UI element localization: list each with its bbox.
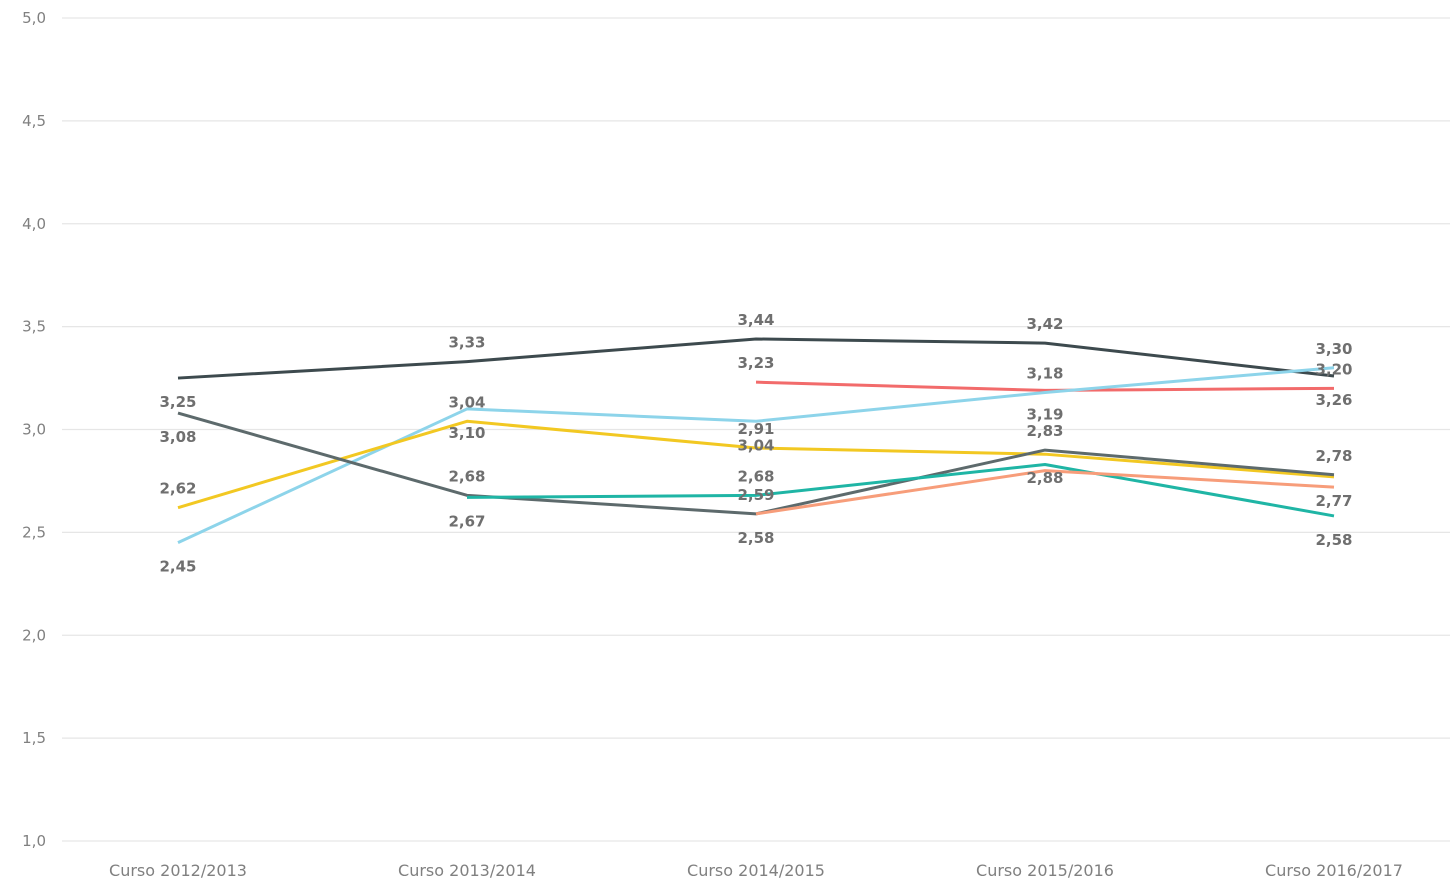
data-label: 2,78 <box>1315 447 1352 465</box>
x-tick-label: Curso 2014/2015 <box>687 861 825 880</box>
data-label: 2,83 <box>1026 422 1063 440</box>
y-tick-label: 1,0 <box>22 832 46 850</box>
y-tick-label: 4,0 <box>22 215 46 233</box>
data-label: 3,20 <box>1315 360 1352 378</box>
x-tick-label: Curso 2015/2016 <box>976 861 1114 880</box>
data-label: 3,04 <box>737 436 774 454</box>
data-label: 3,19 <box>1026 405 1063 423</box>
data-label: 3,10 <box>448 424 485 442</box>
data-label: 2,88 <box>1026 469 1063 487</box>
x-tick-label: Curso 2016/2017 <box>1265 861 1403 880</box>
data-label: 2,45 <box>159 558 196 576</box>
series-line-6 <box>755 469 1335 516</box>
data-label: 2,59 <box>737 486 774 504</box>
data-label: 2,58 <box>1315 531 1352 549</box>
data-label: 3,25 <box>159 393 196 411</box>
data-labels: 3,25 3,33 3,44 3,42 3,26 3,23 3,19 3,20 2,45 3,10… <box>159 311 1352 576</box>
data-label: 3,18 <box>1026 364 1063 382</box>
series-line-3 <box>177 419 1335 510</box>
data-label: 3,33 <box>448 334 485 352</box>
series-lines <box>177 337 1335 545</box>
x-tick-label: Curso 2013/2014 <box>398 861 536 880</box>
data-label: 2,67 <box>448 512 485 530</box>
data-label: 3,26 <box>1315 391 1352 409</box>
data-label: 2,68 <box>448 467 485 485</box>
data-label: 3,44 <box>737 311 774 329</box>
series-line-0 <box>177 337 1335 380</box>
data-label: 2,77 <box>1315 492 1352 510</box>
x-tick-label: Curso 2012/2013 <box>109 861 247 880</box>
y-tick-label: 2,5 <box>22 523 46 541</box>
data-label: 2,62 <box>159 480 196 498</box>
y-tick-label: 1,5 <box>22 729 46 747</box>
series-line-2 <box>177 366 1335 545</box>
y-tick-label: 2,0 <box>22 626 46 644</box>
data-label: 3,23 <box>737 354 774 372</box>
data-label: 3,08 <box>159 428 196 446</box>
x-axis: Curso 2012/2013 Curso 2013/2014 Curso 2014… <box>109 861 1403 880</box>
data-label: 3,04 <box>448 393 485 411</box>
data-label: 2,91 <box>737 420 774 438</box>
grid <box>62 17 1450 842</box>
y-tick-label: 4,5 <box>22 112 46 130</box>
y-tick-label: 3,5 <box>22 318 46 336</box>
series-line-1 <box>755 380 1335 392</box>
y-axis: 1,0 1,5 2,0 2,5 3,0 3,5 4,0 4,5 5,0 <box>22 9 46 850</box>
data-label: 3,30 <box>1315 340 1352 358</box>
data-label: 2,68 <box>737 467 774 485</box>
data-label: 2,58 <box>737 529 774 547</box>
y-tick-label: 5,0 <box>22 9 46 27</box>
y-tick-label: 3,0 <box>22 421 46 439</box>
series-line-5 <box>466 462 1335 518</box>
data-label: 3,42 <box>1026 315 1063 333</box>
